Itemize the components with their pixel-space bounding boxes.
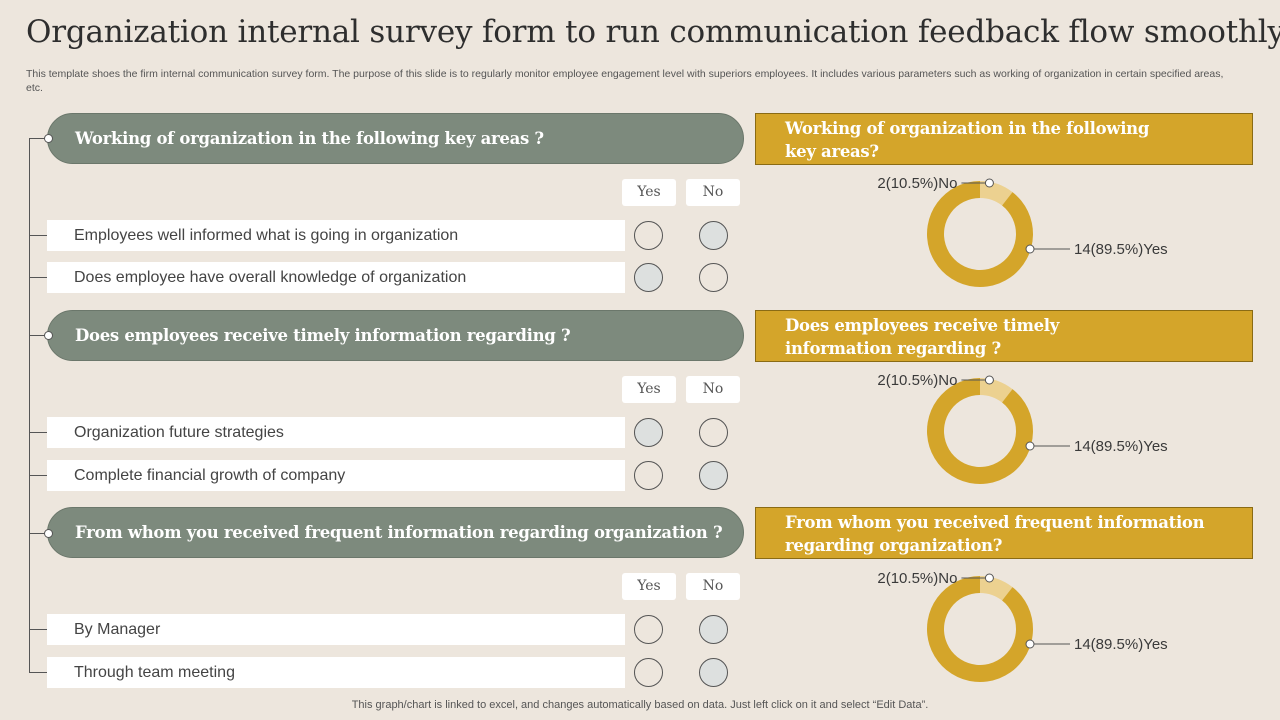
yes-radio[interactable] [634,658,663,687]
no-header: No [686,376,740,403]
yes-header: Yes [622,573,676,600]
branch-line [29,335,49,336]
no-radio[interactable] [699,221,728,250]
no-radio[interactable] [699,461,728,490]
yes-header: Yes [622,179,676,206]
label-dot [1025,639,1035,649]
label-dot [984,375,994,385]
donut-chart-3: 2(10.5%)No 14(89.5%)Yes [877,570,1168,682]
option-row: Through team meeting [47,657,625,688]
donut-label-no: 2(10.5%)No [877,570,957,587]
chart-title-line: Does employees receive timely [785,316,1060,335]
donut-slice-yes [927,181,1033,287]
footer-note: This graph/chart is linked to excel, and… [351,699,929,711]
node-dot [44,529,53,538]
yes-radio[interactable] [634,615,663,644]
page-title: Organization internal survey form to run… [26,14,1280,50]
chart-title-line: From whom you received frequent informat… [785,513,1205,532]
branch-line [29,533,49,534]
yes-radio[interactable] [634,418,663,447]
chart-header-1: Working of organization in the following… [755,113,1253,165]
chart-title-line: regarding organization? [785,536,1003,555]
branch-line [29,432,49,433]
no-radio[interactable] [699,418,728,447]
chart-title-line: key areas? [785,142,879,161]
yes-radio[interactable] [634,263,663,292]
branch-line [29,475,49,476]
no-header: No [686,179,740,206]
yes-radio[interactable] [634,221,663,250]
option-row: Employees well informed what is going in… [47,220,625,251]
tree-connector [29,138,30,672]
question-text: Working of organization in the following… [75,129,544,148]
donut-label-yes: 14(89.5%)Yes [1074,241,1168,258]
branch-line [29,277,49,278]
option-row: By Manager [47,614,625,645]
node-dot [44,331,53,340]
option-row: Organization future strategies [47,417,625,448]
question-pill-1: Working of organization in the following… [47,113,744,164]
donut-label-no: 2(10.5%)No [877,175,957,192]
branch-line [29,235,49,236]
donut-slice-yes [927,576,1033,682]
yes-header: Yes [622,376,676,403]
question-pill-2: Does employees receive timely informatio… [47,310,744,361]
donut-chart-2: 2(10.5%)No 14(89.5%)Yes [877,372,1168,484]
donut-label-yes: 14(89.5%)Yes [1074,636,1168,653]
chart-title-line: information regarding ? [785,339,1001,358]
option-row: Does employee have overall knowledge of … [47,262,625,293]
chart-header-2: Does employees receive timely informatio… [755,310,1253,362]
branch-line [29,672,49,673]
chart-title-line: Working of organization in the following [785,119,1150,138]
donut-slice-yes [927,378,1033,484]
option-row: Complete financial growth of company [47,460,625,491]
no-header: No [686,573,740,600]
label-dot [1025,244,1035,254]
no-radio[interactable] [699,263,728,292]
no-radio[interactable] [699,615,728,644]
label-dot [984,573,994,583]
label-dot [1025,441,1035,451]
donut-label-yes: 14(89.5%)Yes [1074,438,1168,455]
node-dot [44,134,53,143]
no-radio[interactable] [699,658,728,687]
donut-label-no: 2(10.5%)No [877,372,957,389]
question-pill-3: From whom you received frequent informat… [47,507,744,558]
question-text: Does employees receive timely informatio… [75,326,571,345]
label-dot [984,178,994,188]
branch-line [29,138,49,139]
branch-line [29,629,49,630]
question-text: From whom you received frequent informat… [75,523,723,542]
chart-header-3: From whom you received frequent informat… [755,507,1253,559]
donut-chart-1: 2(10.5%)No 14(89.5%)Yes [877,175,1168,287]
yes-radio[interactable] [634,461,663,490]
page-subtitle: This template shoes the firm internal co… [26,68,1224,94]
